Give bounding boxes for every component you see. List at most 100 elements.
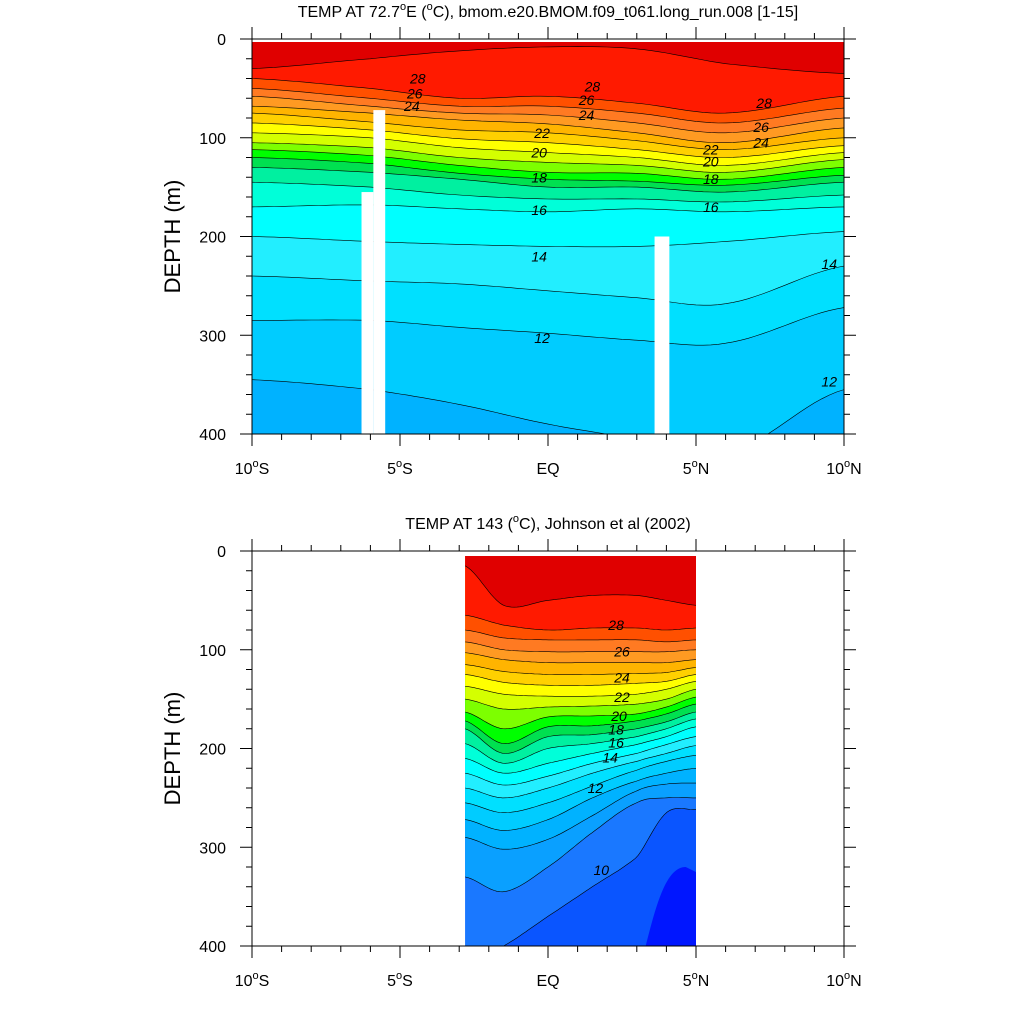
isotherm-17 <box>465 718 696 764</box>
isotherm-14 <box>252 265 844 306</box>
isotherm-13 <box>465 755 696 813</box>
isotherm-15 <box>465 736 696 786</box>
isotherm-25 <box>465 652 696 664</box>
x-tick-label: 10oN <box>826 458 861 478</box>
isotherm-20 <box>252 149 844 180</box>
isotherm-16 <box>252 204 844 213</box>
isotherm-29 <box>465 565 696 608</box>
isotherm-17 <box>252 181 844 203</box>
isotherm-22 <box>252 132 844 166</box>
x-tick-label: 10oS <box>235 458 270 478</box>
contour-field <box>252 41 844 514</box>
contour-label-20: 20 <box>610 708 627 724</box>
contour-label-14: 14 <box>821 256 837 272</box>
y-tick-label: 300 <box>199 328 226 345</box>
isotherm-14 <box>465 745 696 799</box>
fill-band-30 <box>252 41 844 74</box>
contour-label-10: 10 <box>593 862 609 878</box>
isotherm-28 <box>465 614 696 631</box>
contour-label-22: 22 <box>702 142 719 158</box>
fill-band-30 <box>465 555 696 608</box>
isotherm-24 <box>465 664 696 675</box>
contour-label-12: 12 <box>821 374 837 390</box>
y-tick-label: 100 <box>199 643 226 660</box>
contour-label-28: 28 <box>755 95 772 111</box>
x-tick-label: EQ <box>536 461 559 478</box>
isotherm-10 <box>465 797 696 893</box>
isotherm-9 <box>503 808 696 946</box>
contour-label-22: 22 <box>533 125 550 141</box>
isotherm-18 <box>465 711 696 754</box>
contour-label-20: 20 <box>702 153 719 169</box>
contour-label-28: 28 <box>584 78 601 94</box>
fill-band-8 <box>645 867 696 946</box>
isotherm-22 <box>465 681 696 697</box>
fill-band-29 <box>252 41 844 114</box>
isotherm-23 <box>252 122 844 158</box>
isotherm-11 <box>465 782 696 850</box>
isotherm-13 <box>252 307 844 346</box>
x-tick-label: 5oS <box>387 458 413 478</box>
isotherm-18 <box>252 167 844 193</box>
isotherm-26 <box>465 641 696 653</box>
contour-label-26: 26 <box>406 85 423 101</box>
contour-label-24: 24 <box>613 669 630 685</box>
contour-label-24: 24 <box>752 135 769 151</box>
y-tick-label: 200 <box>199 230 226 247</box>
isotherm-12 <box>465 768 696 831</box>
contour-label-16: 16 <box>531 202 547 218</box>
contour-label-12: 12 <box>588 780 604 796</box>
contour-label-26: 26 <box>613 644 630 660</box>
contour-label-14: 14 <box>602 749 618 765</box>
isotherm-21 <box>465 689 696 710</box>
masked-column-3 <box>654 236 670 435</box>
isotherm-19 <box>252 157 844 186</box>
isotherm-23 <box>465 674 696 686</box>
isotherm-25 <box>252 105 844 143</box>
isotherm-12 <box>252 379 844 435</box>
chart-title: TEMP AT 143 (oC), Johnson et al (2002) <box>405 513 690 533</box>
isotherm-27 <box>252 88 844 124</box>
x-tick-label: 10oS <box>235 970 270 990</box>
contour-label-24: 24 <box>403 98 420 114</box>
panel-1: 2826242826242220181614122826242220181614… <box>160 1 862 514</box>
contour-label-28: 28 <box>607 617 624 633</box>
contour-label-22: 22 <box>613 689 630 705</box>
isotherm-21 <box>252 142 844 173</box>
contour-label-18: 18 <box>608 722 624 738</box>
contour-label-26: 26 <box>578 92 595 108</box>
isotherm-27 <box>465 629 696 643</box>
x-tick-label: 5oS <box>387 970 413 990</box>
y-axis-label: DEPTH (m) <box>160 692 185 806</box>
contour-label-12: 12 <box>534 330 550 346</box>
isotherm-24 <box>252 112 844 150</box>
x-tick-label: 5oN <box>683 458 710 478</box>
y-tick-label: 300 <box>199 840 226 857</box>
isotherm-20 <box>465 696 696 730</box>
isotherm-11 <box>252 444 844 514</box>
contour-label-16: 16 <box>608 735 624 751</box>
y-tick-label: 0 <box>217 32 226 49</box>
y-axis-label: DEPTH (m) <box>160 180 185 294</box>
isotherm-16 <box>465 726 696 774</box>
isotherm-28 <box>252 78 844 114</box>
y-tick-label: 100 <box>199 131 226 148</box>
contour-label-20: 20 <box>530 145 547 161</box>
x-tick-label: 10oN <box>826 970 861 990</box>
x-tick-label: EQ <box>536 973 559 990</box>
isotherm-26 <box>252 96 844 134</box>
masked-column-2 <box>373 110 386 435</box>
isotherm-29 <box>252 46 844 74</box>
contour-label-18: 18 <box>531 169 547 185</box>
y-tick-label: 200 <box>199 742 226 759</box>
isotherm-15 <box>252 231 844 248</box>
y-tick-label: 400 <box>199 427 226 444</box>
chart-title: TEMP AT 72.7oE (oC), bmom.e20.BMOM.f09_t… <box>298 1 799 21</box>
contour-label-18: 18 <box>703 171 719 187</box>
y-tick-label: 0 <box>217 544 226 561</box>
masked-column-1 <box>361 192 374 435</box>
x-tick-label: 5oN <box>683 970 710 990</box>
contour-label-24: 24 <box>578 107 595 123</box>
